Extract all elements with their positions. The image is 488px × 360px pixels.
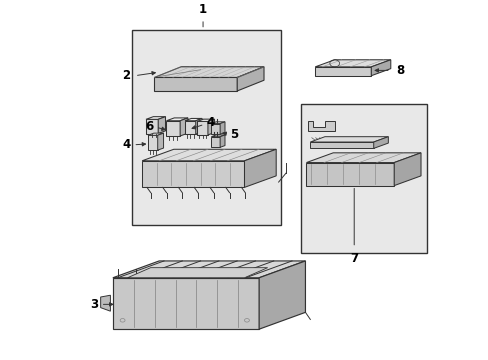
Polygon shape [146, 117, 165, 119]
Polygon shape [370, 60, 390, 76]
Polygon shape [393, 153, 420, 186]
Polygon shape [211, 122, 224, 123]
Polygon shape [113, 278, 259, 329]
Polygon shape [184, 118, 202, 121]
Polygon shape [315, 60, 390, 67]
Polygon shape [220, 122, 224, 134]
Polygon shape [207, 119, 214, 135]
Polygon shape [220, 135, 224, 147]
Polygon shape [101, 295, 110, 311]
Polygon shape [142, 161, 244, 188]
Polygon shape [315, 67, 370, 76]
Polygon shape [237, 67, 264, 91]
Polygon shape [197, 121, 207, 135]
Polygon shape [148, 133, 163, 135]
Polygon shape [166, 118, 187, 121]
Text: 6: 6 [145, 120, 153, 132]
Text: 2: 2 [122, 69, 130, 82]
Polygon shape [154, 67, 264, 77]
Text: 3: 3 [90, 298, 98, 311]
Text: 5: 5 [229, 128, 237, 141]
Polygon shape [306, 163, 393, 186]
Polygon shape [307, 121, 334, 131]
Polygon shape [373, 137, 387, 148]
Polygon shape [211, 135, 224, 137]
Polygon shape [158, 117, 165, 134]
Polygon shape [310, 137, 387, 142]
Polygon shape [211, 137, 220, 147]
Text: 7: 7 [349, 252, 358, 265]
Polygon shape [142, 149, 276, 161]
Text: 8: 8 [396, 64, 404, 77]
Polygon shape [197, 119, 214, 121]
Polygon shape [166, 121, 180, 136]
Text: 1: 1 [199, 3, 207, 16]
Polygon shape [306, 153, 420, 163]
Polygon shape [127, 268, 267, 278]
Polygon shape [259, 261, 305, 329]
Polygon shape [146, 119, 158, 134]
Polygon shape [184, 121, 195, 134]
Polygon shape [310, 142, 373, 148]
Polygon shape [158, 133, 163, 150]
Text: 4: 4 [206, 116, 214, 129]
Bar [132, 30, 281, 225]
Polygon shape [195, 118, 202, 134]
Polygon shape [211, 123, 220, 134]
Polygon shape [180, 118, 187, 136]
Polygon shape [154, 77, 237, 91]
Polygon shape [244, 149, 276, 188]
Text: 4: 4 [122, 138, 130, 151]
Polygon shape [113, 261, 305, 278]
Bar [300, 104, 427, 253]
Polygon shape [148, 135, 158, 150]
